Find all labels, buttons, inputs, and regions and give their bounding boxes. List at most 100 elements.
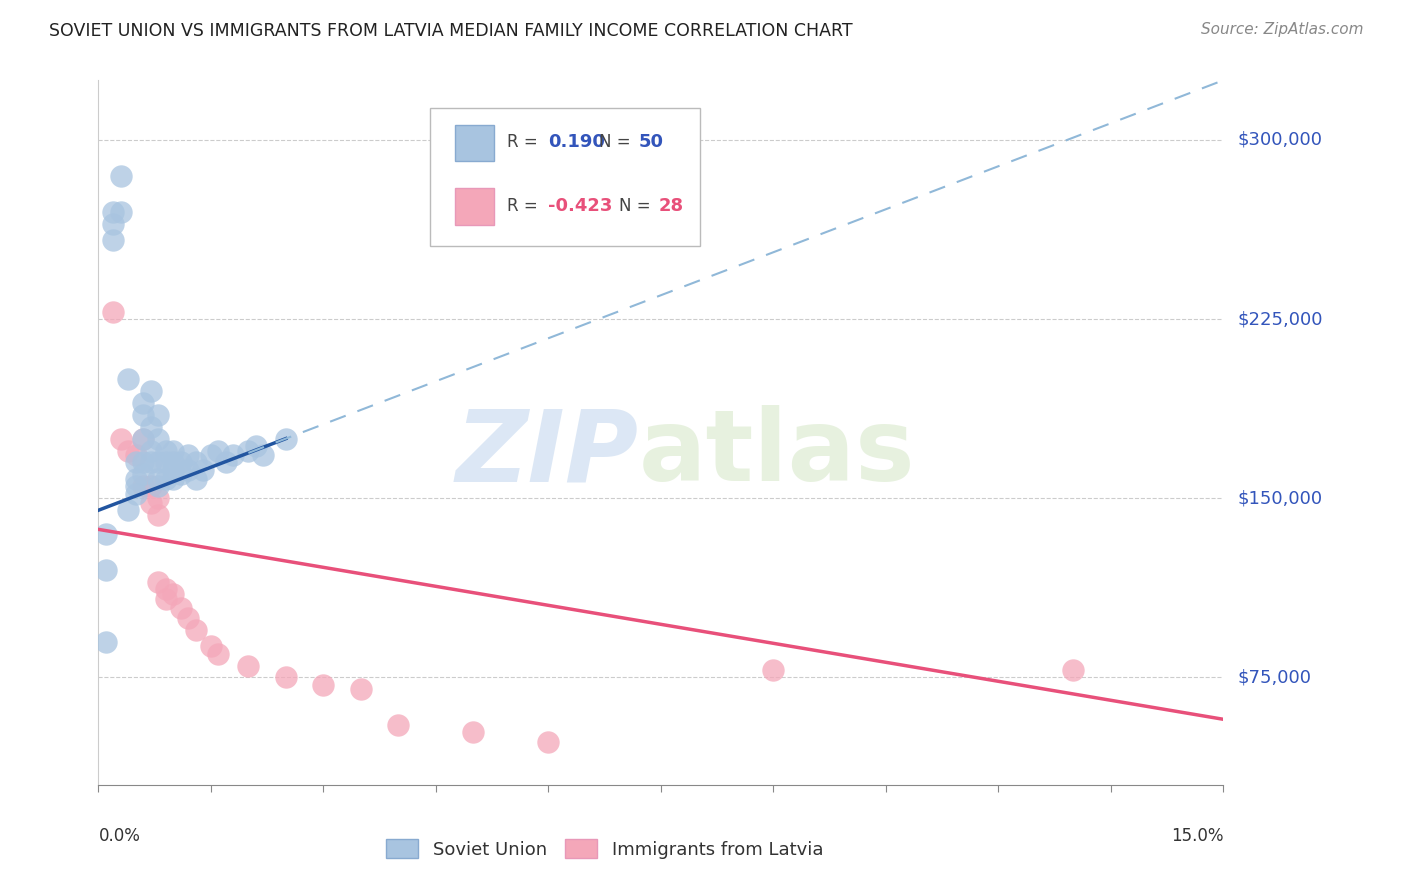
Point bbox=[274, 670, 297, 684]
Point bbox=[200, 448, 222, 462]
Point bbox=[132, 408, 155, 422]
Legend: Soviet Union, Immigrants from Latvia: Soviet Union, Immigrants from Latvia bbox=[377, 830, 832, 868]
Text: ZIP: ZIP bbox=[456, 405, 638, 502]
Text: 28: 28 bbox=[658, 197, 683, 215]
FancyBboxPatch shape bbox=[456, 125, 495, 161]
Point bbox=[103, 217, 125, 231]
Point bbox=[162, 472, 184, 486]
Point bbox=[184, 623, 207, 637]
Text: 15.0%: 15.0% bbox=[1171, 827, 1223, 846]
Text: -0.423: -0.423 bbox=[548, 197, 613, 215]
Point bbox=[117, 503, 139, 517]
Point bbox=[103, 233, 125, 247]
Point bbox=[245, 439, 267, 453]
Point bbox=[155, 455, 177, 469]
Point bbox=[148, 455, 170, 469]
Point bbox=[125, 479, 148, 493]
Point bbox=[103, 305, 125, 319]
Point bbox=[170, 601, 193, 615]
Point bbox=[117, 372, 139, 386]
Point bbox=[148, 508, 170, 522]
Point bbox=[110, 432, 132, 446]
Point bbox=[148, 432, 170, 446]
Point bbox=[132, 455, 155, 469]
Point bbox=[463, 725, 485, 739]
Point bbox=[762, 663, 785, 677]
Point bbox=[350, 682, 373, 697]
Point bbox=[215, 455, 238, 469]
Point bbox=[132, 467, 155, 482]
Text: Source: ZipAtlas.com: Source: ZipAtlas.com bbox=[1201, 22, 1364, 37]
Point bbox=[125, 472, 148, 486]
Point bbox=[132, 479, 155, 493]
Text: R =: R = bbox=[506, 133, 537, 152]
Point bbox=[155, 472, 177, 486]
Point bbox=[103, 204, 125, 219]
Point bbox=[148, 479, 170, 493]
Text: N =: N = bbox=[599, 133, 630, 152]
Point bbox=[162, 455, 184, 469]
Point bbox=[537, 735, 560, 749]
Text: $150,000: $150,000 bbox=[1237, 490, 1322, 508]
Point bbox=[207, 647, 229, 661]
Point bbox=[132, 396, 155, 410]
Point bbox=[170, 455, 193, 469]
Point bbox=[148, 491, 170, 506]
Text: $75,000: $75,000 bbox=[1237, 668, 1312, 687]
Text: 0.0%: 0.0% bbox=[98, 827, 141, 846]
Text: atlas: atlas bbox=[638, 405, 915, 502]
Point bbox=[155, 443, 177, 458]
Point bbox=[148, 472, 170, 486]
Text: 0.190: 0.190 bbox=[548, 133, 605, 152]
Point bbox=[125, 455, 148, 469]
Point bbox=[177, 463, 200, 477]
Point bbox=[139, 419, 162, 434]
Point bbox=[1062, 663, 1084, 677]
Point bbox=[148, 408, 170, 422]
Text: SOVIET UNION VS IMMIGRANTS FROM LATVIA MEDIAN FAMILY INCOME CORRELATION CHART: SOVIET UNION VS IMMIGRANTS FROM LATVIA M… bbox=[49, 22, 853, 40]
FancyBboxPatch shape bbox=[456, 188, 495, 225]
Point bbox=[184, 455, 207, 469]
Text: $300,000: $300,000 bbox=[1237, 131, 1322, 149]
Text: N =: N = bbox=[619, 197, 651, 215]
Point bbox=[387, 718, 409, 732]
FancyBboxPatch shape bbox=[430, 109, 700, 246]
Point bbox=[184, 472, 207, 486]
Point bbox=[139, 384, 162, 398]
Point bbox=[155, 582, 177, 596]
Point bbox=[139, 455, 162, 469]
Point bbox=[125, 448, 148, 462]
Point bbox=[162, 587, 184, 601]
Point bbox=[200, 640, 222, 654]
Point bbox=[170, 467, 193, 482]
Point bbox=[177, 448, 200, 462]
Point bbox=[139, 443, 162, 458]
Point bbox=[162, 463, 184, 477]
Point bbox=[94, 634, 117, 648]
Point bbox=[110, 169, 132, 183]
Point bbox=[110, 204, 132, 219]
Point bbox=[312, 678, 335, 692]
Point bbox=[148, 574, 170, 589]
Point bbox=[125, 486, 148, 500]
Point bbox=[193, 463, 215, 477]
Point bbox=[139, 479, 162, 493]
Point bbox=[274, 432, 297, 446]
Point bbox=[132, 432, 155, 446]
Text: R =: R = bbox=[506, 197, 537, 215]
Point bbox=[139, 496, 162, 510]
Point bbox=[238, 658, 260, 673]
Point bbox=[222, 448, 245, 462]
Point bbox=[252, 448, 274, 462]
Point bbox=[162, 443, 184, 458]
Point bbox=[207, 443, 229, 458]
Point bbox=[117, 443, 139, 458]
Text: 50: 50 bbox=[638, 133, 664, 152]
Point bbox=[132, 432, 155, 446]
Point bbox=[155, 591, 177, 606]
Text: $225,000: $225,000 bbox=[1237, 310, 1323, 328]
Point bbox=[238, 443, 260, 458]
Point bbox=[177, 611, 200, 625]
Point bbox=[94, 527, 117, 541]
Point bbox=[94, 563, 117, 577]
